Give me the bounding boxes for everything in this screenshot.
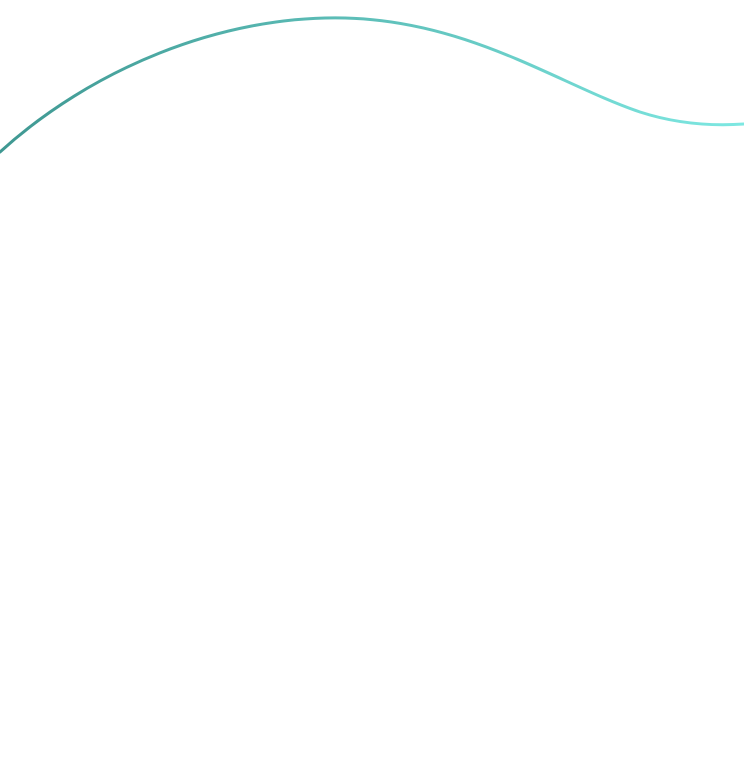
wave-curve-icon [0,16,744,154]
